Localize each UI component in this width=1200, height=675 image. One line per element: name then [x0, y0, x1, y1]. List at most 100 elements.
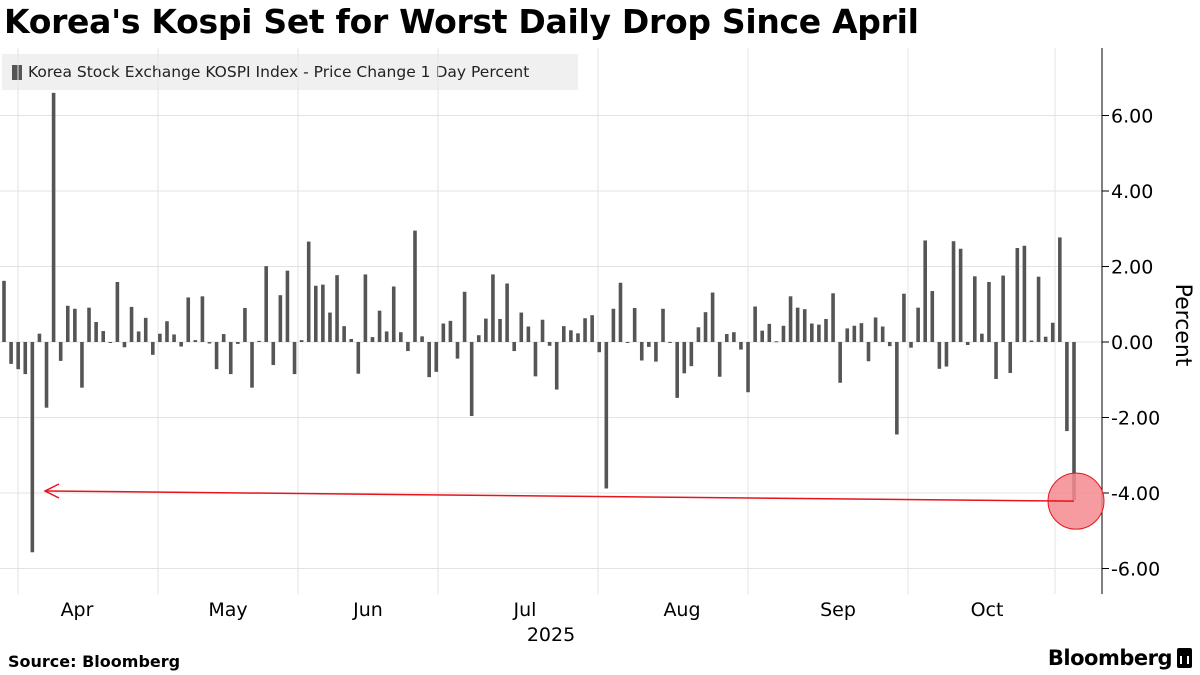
bar [462, 291, 467, 342]
bar [200, 296, 205, 342]
bar [476, 335, 481, 342]
bar [739, 342, 743, 350]
bar [788, 296, 793, 342]
bar [845, 328, 850, 342]
bar [590, 315, 594, 342]
bar [802, 309, 807, 342]
bar [51, 92, 56, 342]
bar [618, 282, 623, 342]
bar [632, 308, 637, 342]
bar [696, 327, 701, 342]
y-tick-label: 4.00 [1111, 181, 1153, 203]
bar [852, 325, 857, 342]
bar [533, 342, 538, 377]
y-tick-label: 6.00 [1111, 106, 1153, 128]
bar [689, 342, 694, 367]
bar [377, 310, 382, 342]
bar [668, 342, 672, 343]
brand-logo: Bloomberg [1048, 646, 1192, 670]
bar [951, 241, 956, 342]
bar [519, 312, 524, 343]
bar [781, 325, 786, 342]
bar [675, 342, 679, 398]
bar [143, 317, 148, 342]
bar [944, 342, 949, 367]
bar [122, 342, 127, 348]
bar [321, 284, 325, 342]
bar [313, 285, 318, 342]
bar [526, 326, 531, 342]
bar [73, 308, 77, 342]
bar [767, 323, 772, 342]
bar [838, 342, 842, 383]
bar [207, 342, 212, 344]
bar [441, 323, 446, 342]
bar [916, 307, 920, 342]
bar [987, 281, 991, 342]
bar [1065, 342, 1069, 432]
bar [1043, 336, 1048, 342]
x-tick-label: Sep [820, 599, 856, 621]
bar [2, 280, 6, 343]
bar [236, 342, 240, 344]
bar [930, 291, 935, 342]
bar [391, 286, 396, 342]
bar [469, 342, 474, 416]
bar [795, 307, 800, 342]
bar [710, 292, 715, 342]
bar [172, 334, 176, 342]
bar [165, 321, 169, 342]
y-tick-label: -6.00 [1111, 559, 1160, 581]
arrow-head-icon [43, 483, 60, 499]
bar [136, 331, 141, 342]
x-tick-label: May [208, 599, 247, 621]
bar [9, 342, 13, 364]
bar [824, 318, 828, 342]
bar [498, 318, 502, 342]
bar [639, 342, 644, 361]
bar [243, 308, 247, 342]
bar [554, 342, 559, 390]
bar [831, 293, 835, 342]
bar [717, 342, 722, 377]
bar [363, 274, 368, 342]
bar [1022, 245, 1027, 342]
bar [16, 342, 20, 370]
bar [101, 331, 106, 342]
bar [817, 324, 821, 342]
bar [278, 295, 283, 342]
chart-title: Korea's Kospi Set for Worst Daily Drop S… [4, 2, 919, 41]
bar [356, 342, 361, 374]
bar [895, 342, 899, 435]
bar [328, 312, 332, 343]
bar [724, 334, 729, 342]
bar [880, 326, 885, 342]
bar [384, 331, 389, 342]
bar [115, 281, 120, 342]
x-tick-label: Oct [971, 599, 1004, 621]
y-tick-label: 2.00 [1111, 257, 1153, 279]
bar [214, 342, 219, 370]
bar [654, 342, 658, 362]
bar [661, 308, 665, 342]
bar [306, 241, 311, 342]
y-axis: 6.00 4.00 2.00 0.00 -2.00 -4.00 -6.00 Percent [1101, 48, 1195, 594]
y-tick-label: -2.00 [1111, 408, 1160, 430]
bar [406, 342, 410, 352]
y-axis-label: Percent [1170, 284, 1195, 367]
bar [965, 342, 970, 346]
bar [958, 248, 963, 342]
bar [129, 306, 134, 342]
bar [887, 342, 892, 347]
bar [427, 342, 431, 378]
bar [923, 240, 927, 342]
bar [505, 283, 509, 342]
bar [774, 341, 779, 343]
bar [455, 342, 460, 359]
bar [1036, 276, 1041, 342]
bar [810, 323, 814, 342]
x-tick-label: Apr [61, 599, 94, 621]
bar [158, 333, 162, 342]
annotation [43, 472, 1105, 530]
